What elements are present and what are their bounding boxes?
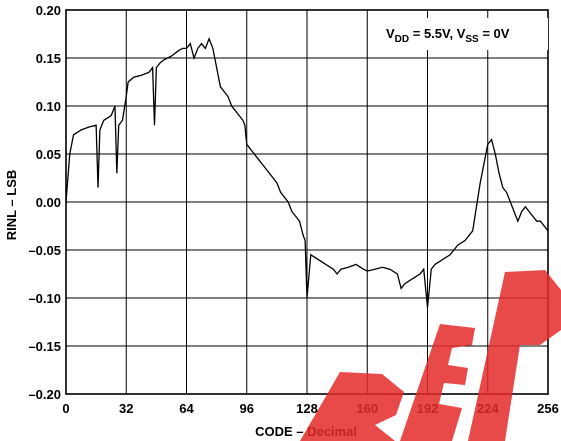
supply-annotation: VDD = 5.5V, VSS = 0V [386,26,510,45]
y-tick-label: 0.05 [36,147,61,162]
y-tick-label: –0.15 [28,339,61,354]
x-tick-label: 64 [179,401,194,416]
y-axis-label: RINL – LSB [4,170,19,241]
y-tick-label: 0.15 [36,51,61,66]
grid [65,9,549,395]
y-tick-label: 0.10 [36,99,61,114]
x-tick-label: 32 [119,401,133,416]
series-line [65,37,549,308]
watermark [300,270,561,441]
x-tick-label: 256 [537,401,559,416]
y-tick-label: –0.05 [28,243,61,258]
plot-frame [65,9,549,395]
x-tick-label: 128 [296,401,318,416]
x-tick-label: 96 [240,401,254,416]
y-tick-label: 0.00 [36,195,61,210]
y-tick-labels: 0.20 0.15 0.10 0.05 0.00 –0.05 –0.10 –0.15 –0.20 [28,3,61,402]
y-tick-label: –0.10 [28,291,61,306]
y-tick-label: 0.20 [36,3,61,18]
annotation-box [378,18,548,50]
x-tick-label: 0 [62,401,69,416]
y-tick-label: –0.20 [28,387,61,402]
